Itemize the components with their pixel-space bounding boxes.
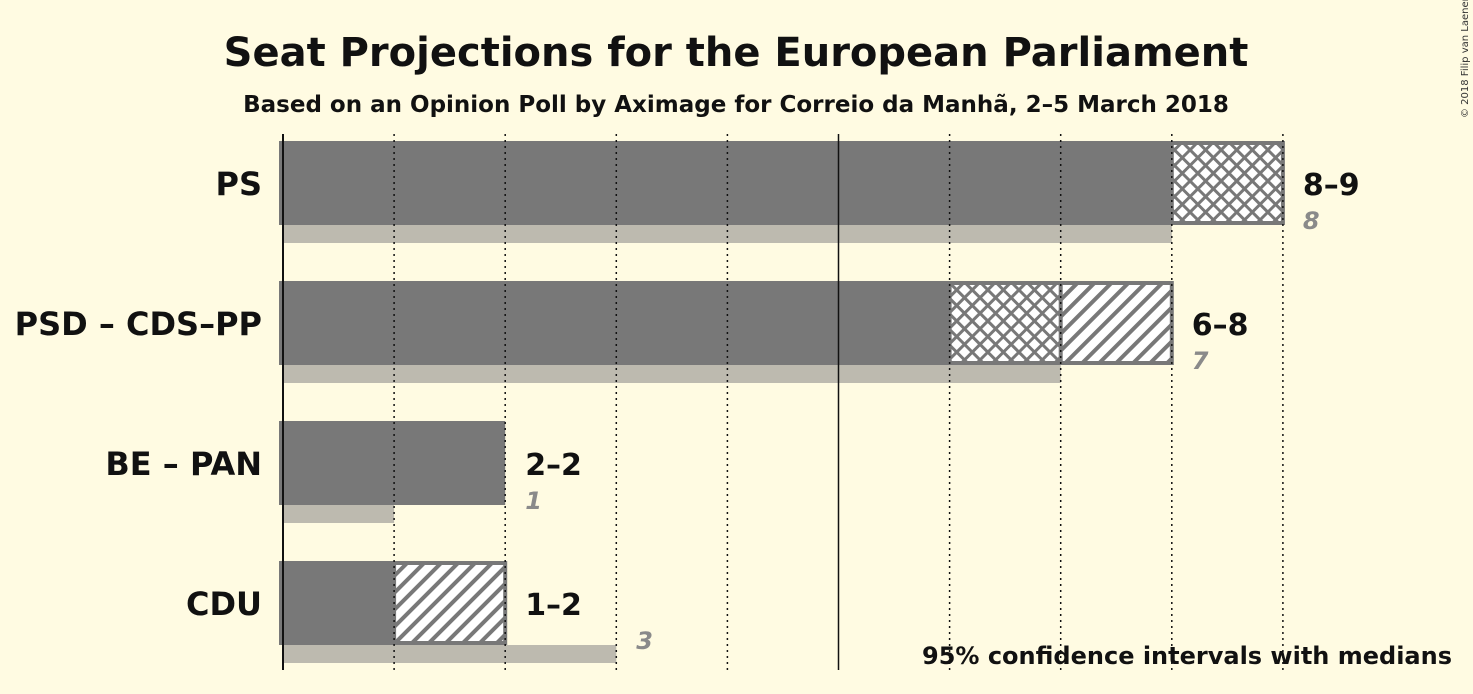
last-result-label-cdu: 3: [636, 627, 653, 655]
hatch-bar-cdu: [394, 563, 506, 643]
last-result-label-psd-cds-pp: 7: [1192, 347, 1209, 375]
solid-bar-ps: [279, 141, 1172, 225]
hatch-bar-psd-cds-pp: [1060, 283, 1172, 363]
party-label-psd-cds-pp: PSD – CDS–PP: [15, 305, 262, 343]
range-label-be-pan: 2–2: [525, 448, 582, 483]
last-result-bar-ps: [283, 225, 1172, 243]
chart-subtitle: Based on an Opinion Poll by Aximage for …: [243, 92, 1229, 118]
solid-bar-cdu: [279, 561, 395, 645]
party-label-cdu: CDU: [186, 585, 262, 623]
range-label-psd-cds-pp: 6–8: [1192, 308, 1249, 343]
footnote: 95% confidence intervals with medians: [922, 642, 1452, 670]
last-result-label-be-pan: 1: [525, 487, 542, 515]
last-result-bar-cdu: [283, 645, 617, 663]
cross-hatch-bar-psd-cds-pp: [949, 283, 1061, 363]
solid-bar-be-pan: [279, 421, 506, 505]
party-label-ps: PS: [216, 165, 263, 203]
last-result-bar-psd-cds-pp: [283, 365, 1061, 383]
bars-layer: [279, 141, 1285, 663]
gridlines-layer: [282, 134, 1284, 670]
range-label-cdu: 1–2: [525, 588, 582, 623]
labels-layer: PS 8–9 8 PSD – CDS–PP 6–8 7 BE – PAN 2–2 1 CDU 1–2…: [15, 165, 1360, 655]
last-result-bar-be-pan: [283, 505, 395, 523]
range-label-ps: 8–9: [1303, 168, 1360, 203]
hatch-bar-ps: [1171, 143, 1283, 223]
last-result-label-ps: 8: [1303, 207, 1320, 235]
party-label-be-pan: BE – PAN: [105, 445, 262, 483]
chart-title: Seat Projections for the European Parlia…: [224, 30, 1249, 76]
copyright-notice: © 2018 Filip van Laenen: [1460, 0, 1471, 118]
solid-bar-psd-cds-pp: [279, 281, 950, 365]
